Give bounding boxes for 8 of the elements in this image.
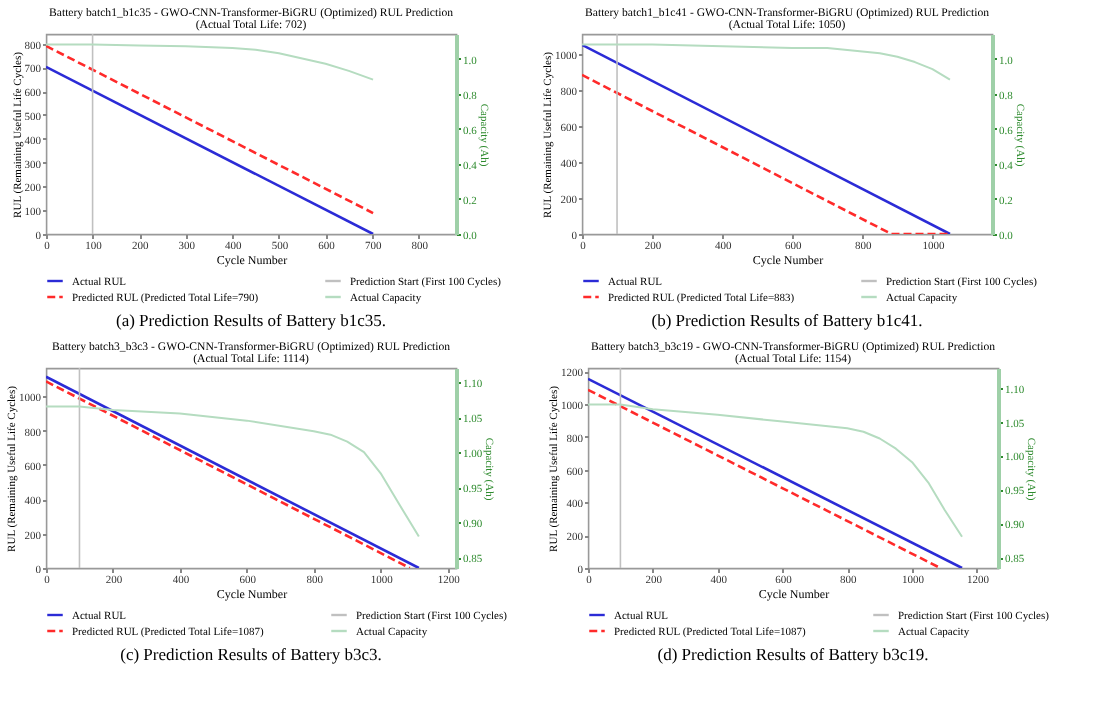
text: (c) Prediction Results of Battery b3c3. [120,644,382,664]
line-series [582,43,951,81]
text: (b) Prediction Results of Battery b1c41. [651,310,923,330]
text: (d) Prediction Results of Battery b3c19. [657,644,929,664]
line-series [46,43,375,81]
text: (a) Prediction Results of Battery b1c35. [115,310,387,330]
line-series [588,403,964,538]
line-series [46,405,420,538]
